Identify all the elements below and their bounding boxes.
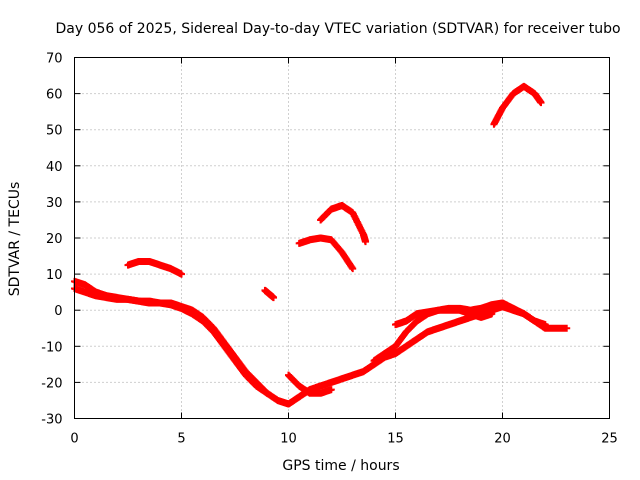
series-arc-a2 — [71, 285, 271, 397]
y-tick-label: 40 — [46, 160, 63, 175]
series-points — [392, 299, 549, 329]
y-tick-label: 10 — [46, 268, 63, 283]
y-tick-label: 0 — [54, 304, 62, 319]
y-tick-label: -30 — [41, 413, 62, 428]
axis-ticks: 0 5 10 15 20 25 -30 -20 -10 0 10 20 30 40 50 60 70 — [41, 52, 618, 447]
series-points — [317, 202, 370, 246]
series-arc-e — [392, 299, 549, 329]
y-axis-title: SDTVAR / TECUs — [7, 182, 23, 297]
series-points — [285, 371, 335, 397]
series-arc-i — [317, 202, 370, 246]
series-points — [261, 286, 278, 302]
series-arc-g — [261, 286, 278, 302]
y-tick-label: -10 — [41, 340, 62, 355]
gridlines — [74, 57, 610, 419]
y-tick-label: 50 — [46, 124, 63, 139]
y-tick-label: 70 — [46, 52, 63, 67]
x-tick-label: 15 — [387, 432, 404, 447]
x-axis-title: GPS time / hours — [282, 458, 399, 474]
y-tick-label: 60 — [46, 88, 63, 103]
y-tick-label: -20 — [41, 376, 62, 391]
series-points — [490, 82, 545, 128]
x-tick-label: 5 — [177, 432, 185, 447]
series-arc-c — [285, 371, 335, 397]
y-tick-label: 30 — [46, 196, 63, 211]
series-points — [295, 234, 357, 273]
x-tick-label: 10 — [280, 432, 297, 447]
y-tick-label: 20 — [46, 232, 63, 247]
series-arc-j — [490, 82, 545, 128]
x-tick-label: 20 — [494, 432, 511, 447]
series-arc-h — [295, 234, 357, 273]
series-points — [71, 285, 271, 397]
x-tick-label: 0 — [70, 432, 78, 447]
series-points — [124, 257, 185, 278]
series-arc-f — [124, 257, 185, 278]
x-tick-label: 25 — [601, 432, 618, 447]
chart-title: Day 056 of 2025, Sidereal Day-to-day VTE… — [55, 21, 620, 37]
data-marks — [71, 82, 571, 408]
